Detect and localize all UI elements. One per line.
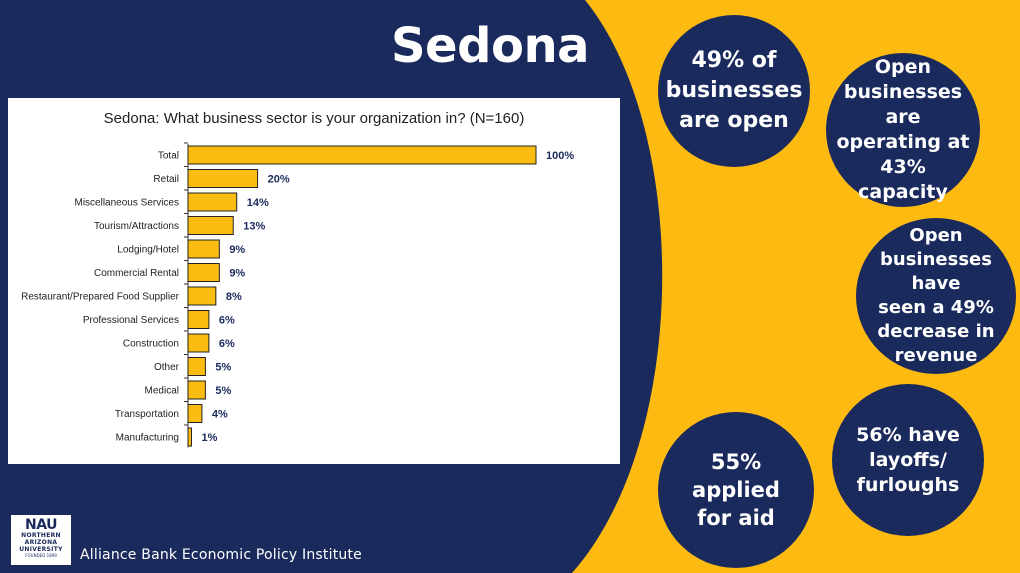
bar [187, 380, 206, 400]
stat-revenue-line: Open [909, 225, 963, 246]
value-label: 100% [546, 150, 574, 162]
stat-open-line: 49% of [691, 48, 777, 73]
chart-panel: Sedona: What business sector is your org… [8, 98, 620, 464]
bar [187, 145, 537, 165]
category-label: Manufacturing [116, 433, 179, 444]
value-label: 14% [247, 197, 269, 209]
stat-open-line: businesses [665, 78, 803, 103]
value-label: 6% [219, 338, 235, 350]
stat-layoffs-circle: 56% have layoffs/ furloughs [832, 384, 984, 536]
value-label: 1% [201, 432, 217, 444]
bar [187, 310, 210, 329]
nau-logo: NAU NORTHERN ARIZONA UNIVERSITY FOUNDED … [11, 515, 71, 565]
stat-layoffs-line: 56% have [856, 423, 960, 446]
logo-line: NORTHERN [21, 532, 61, 539]
logo-founded: FOUNDED 1899 [25, 553, 57, 558]
logo-line: ARIZONA [24, 539, 58, 546]
stat-capacity-line: Open [874, 56, 932, 78]
stat-layoffs-line: layoffs/ [869, 448, 947, 471]
stat-aid-line: 55% [710, 450, 762, 474]
chart-title: Sedona: What business sector is your org… [104, 110, 525, 127]
bar [187, 286, 217, 306]
bar [187, 404, 203, 423]
category-label: Retail [153, 174, 179, 185]
stat-revenue-circle: Open businesses have seen a 49% decrease… [856, 218, 1016, 374]
value-label: 20% [268, 174, 290, 186]
category-label: Other [154, 362, 180, 373]
stat-layoffs-line: furloughs [856, 473, 960, 496]
bar-chart: Sedona: What business sector is your org… [21, 110, 574, 448]
logo-mark: NAU [25, 517, 58, 533]
value-label: 8% [226, 291, 242, 303]
stat-capacity-line: 43% capacity [858, 156, 948, 203]
category-label: Lodging/Hotel [117, 245, 179, 256]
stat-aid-line: applied [692, 478, 780, 502]
stat-aid-line: for aid [697, 506, 775, 530]
bar [187, 427, 192, 447]
stat-aid-circle: 55% applied for aid [658, 412, 814, 568]
stat-revenue-line: businesses have [880, 249, 992, 294]
bar [187, 263, 220, 282]
category-label: Total [158, 151, 179, 162]
bar [187, 216, 234, 235]
bar [187, 169, 259, 188]
category-label: Commercial Rental [94, 268, 179, 279]
stat-open-line: are open [679, 108, 789, 133]
value-label: 13% [243, 221, 265, 233]
bar [187, 239, 220, 259]
logo-line: UNIVERSITY [19, 546, 63, 553]
value-label: 6% [219, 315, 235, 327]
page-title: Sedona [390, 18, 590, 74]
stat-revenue-line: decrease in [877, 321, 995, 342]
category-label: Restaurant/Prepared Food Supplier [21, 292, 180, 303]
stat-capacity-line: operating at [836, 131, 970, 153]
value-label: 9% [229, 244, 245, 256]
stat-open-circle: 49% of businesses are open [658, 15, 810, 167]
value-label: 9% [229, 268, 245, 280]
category-label: Medical [145, 386, 179, 397]
value-label: 4% [212, 409, 228, 421]
category-label: Miscellaneous Services [75, 198, 180, 209]
stat-revenue-line: revenue [894, 345, 978, 366]
value-label: 5% [215, 385, 231, 397]
category-label: Transportation [115, 409, 179, 420]
stat-capacity-line: businesses are [843, 81, 963, 128]
stat-revenue-line: seen a 49% [878, 297, 994, 318]
category-label: Professional Services [83, 315, 179, 326]
category-label: Construction [123, 339, 179, 350]
stat-capacity-circle: Open businesses are operating at 43% cap… [826, 53, 980, 207]
bar [187, 192, 238, 212]
bar [187, 357, 206, 376]
bar [187, 333, 210, 353]
category-label: Tourism/Attractions [94, 221, 179, 232]
value-label: 5% [215, 362, 231, 374]
footer-institute: Alliance Bank Economic Policy Institute [80, 547, 362, 563]
